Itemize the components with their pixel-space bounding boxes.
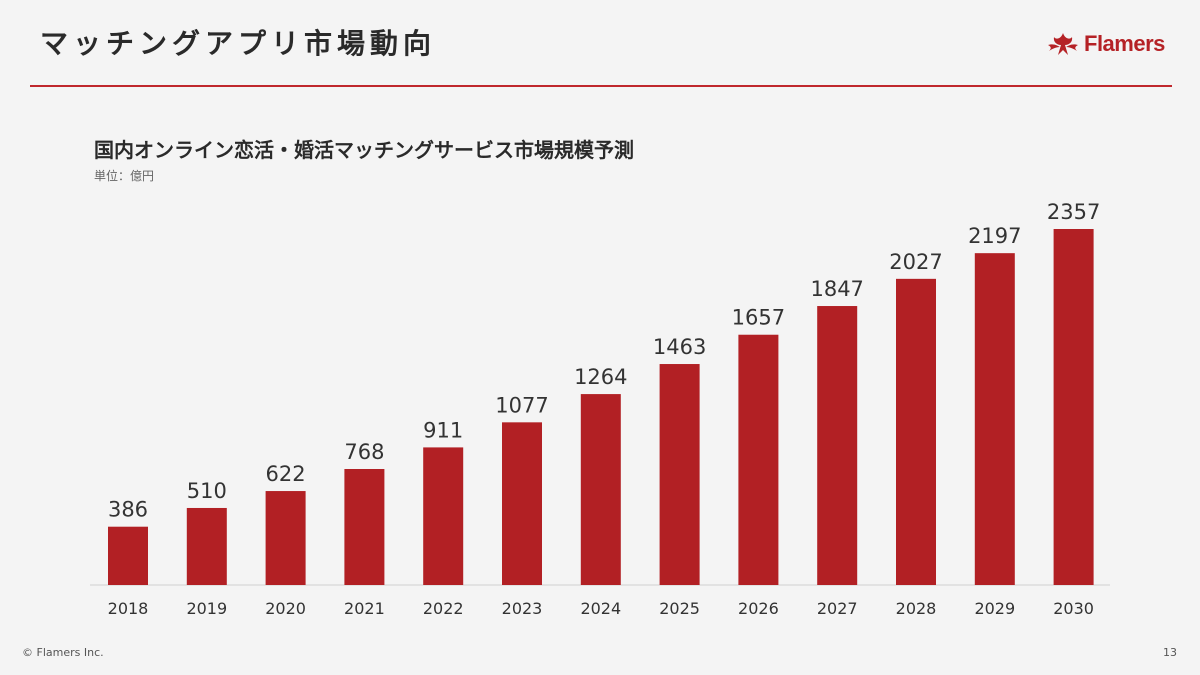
data-label-2020: 622: [266, 462, 306, 486]
bar-2027: [817, 306, 858, 585]
x-tick-label-2028: 2028: [896, 599, 937, 618]
bar-2025: [659, 364, 700, 585]
x-tick-label-2022: 2022: [423, 599, 464, 618]
slide-title: マッチングアプリ市場動向: [40, 27, 437, 60]
x-tick-label-2026: 2026: [738, 599, 779, 618]
bar-2028: [896, 278, 936, 585]
bar-2022: [423, 447, 464, 585]
x-tick-label-2019: 2019: [186, 599, 227, 618]
data-label-2024: 1264: [574, 365, 627, 389]
data-label-2018: 386: [108, 498, 148, 522]
data-label-2022: 911: [423, 418, 463, 442]
bar-2030: [1053, 229, 1094, 585]
x-tick-label-2030: 2030: [1053, 599, 1094, 618]
flamers-logo: Flamers: [1046, 31, 1165, 57]
bar-2018: [108, 526, 148, 585]
x-tick-label-2027: 2027: [817, 599, 858, 618]
bar-2024: [580, 394, 621, 585]
bar-2026: [738, 334, 779, 585]
chart-unit-label: 単位：億円: [94, 169, 155, 183]
flame-icon: [1048, 33, 1078, 55]
x-tick-label-2020: 2020: [265, 599, 306, 618]
x-tick-label-2018: 2018: [108, 599, 149, 618]
bar-2029: [974, 253, 1015, 585]
header-divider: [30, 85, 1172, 87]
data-label-2027: 1847: [810, 277, 863, 301]
bar-2019: [186, 507, 227, 585]
data-label-2030: 2357: [1047, 200, 1100, 224]
data-label-2028: 2027: [889, 250, 942, 274]
bar-2020: [265, 491, 306, 585]
x-tick-label-2023: 2023: [502, 599, 543, 618]
data-label-2026: 1657: [732, 306, 785, 330]
x-tick-label-2024: 2024: [580, 599, 621, 618]
data-label-2029: 2197: [968, 224, 1021, 248]
chart-title: 国内オンライン恋活・婚活マッチングサービス市場規模予測: [94, 138, 634, 162]
copyright-text: © Flamers Inc.: [22, 646, 104, 659]
bar-2023: [502, 422, 542, 585]
data-label-2023: 1077: [495, 393, 548, 417]
data-label-2019: 510: [187, 479, 227, 503]
page-number: 13: [1163, 646, 1177, 659]
logo-text: Flamers: [1084, 31, 1165, 56]
bar-2021: [344, 469, 385, 585]
x-tick-label-2029: 2029: [974, 599, 1015, 618]
data-label-2025: 1463: [653, 335, 706, 359]
x-tick-label-2025: 2025: [659, 599, 700, 618]
data-label-2021: 768: [344, 440, 384, 464]
x-tick-label-2021: 2021: [344, 599, 385, 618]
